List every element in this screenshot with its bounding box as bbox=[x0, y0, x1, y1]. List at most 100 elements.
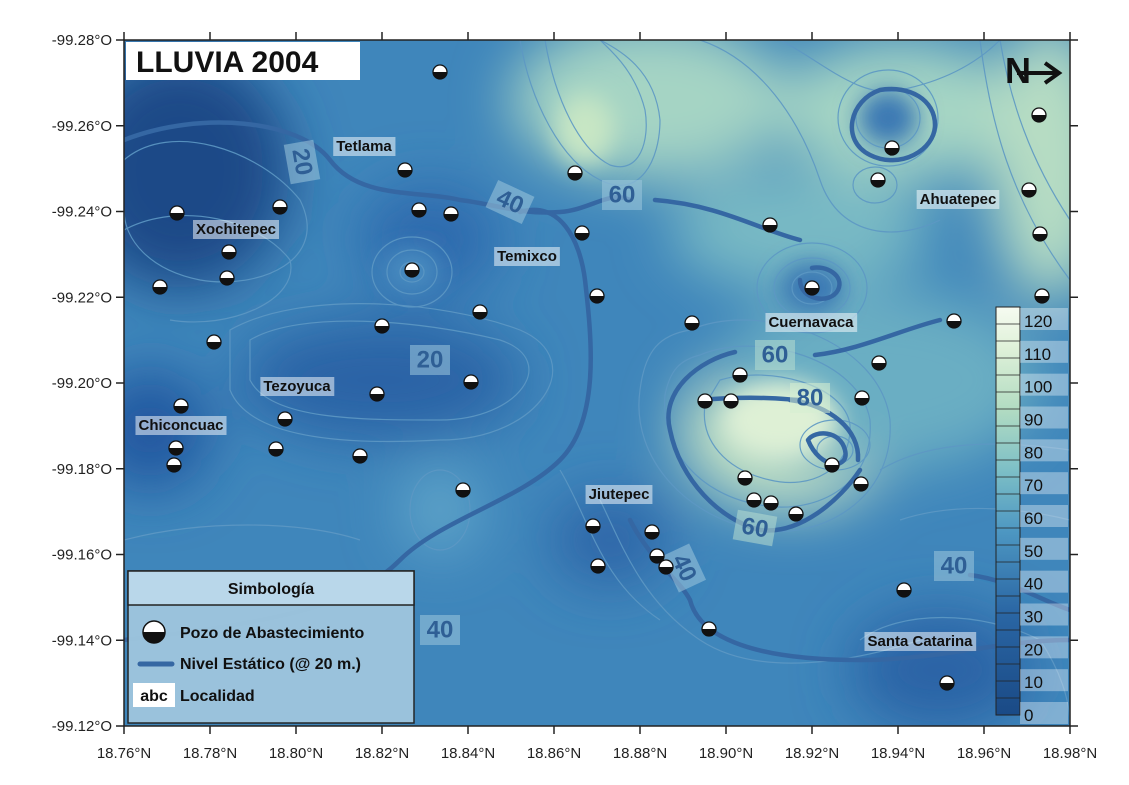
well-marker bbox=[221, 244, 237, 260]
x-tick-label: 18.86°N bbox=[527, 745, 581, 762]
colorbar-label: 0 bbox=[1020, 702, 1068, 725]
locality-label: Xochitepec bbox=[192, 220, 280, 239]
x-tick-label: 18.82°N bbox=[355, 745, 409, 762]
well-marker bbox=[352, 448, 368, 464]
svg-text:120: 120 bbox=[1024, 312, 1052, 331]
well-marker bbox=[589, 288, 605, 304]
svg-text:Jiutepec: Jiutepec bbox=[589, 486, 650, 503]
svg-text:110: 110 bbox=[1024, 345, 1051, 364]
well-marker bbox=[788, 506, 804, 522]
contour-label: 60 bbox=[732, 509, 778, 547]
svg-text:20: 20 bbox=[417, 347, 444, 374]
svg-text:Temixco: Temixco bbox=[497, 248, 557, 265]
colorbar-label: 40 bbox=[1020, 570, 1068, 594]
well-marker bbox=[369, 386, 385, 402]
north-letter: N bbox=[1005, 50, 1031, 91]
contour-label: 80 bbox=[790, 383, 830, 413]
well-marker bbox=[1032, 226, 1048, 242]
svg-text:Localidad: Localidad bbox=[180, 688, 255, 705]
well-marker bbox=[166, 457, 182, 473]
svg-text:Cuernavaca: Cuernavaca bbox=[768, 314, 854, 331]
well-marker bbox=[746, 492, 762, 508]
x-axis: 18.76°N 18.78°N 18.80°N 18.82°N 18.84°N 18.86… bbox=[97, 32, 1097, 762]
locality-label: Temixco bbox=[494, 247, 560, 266]
svg-text:60: 60 bbox=[762, 342, 789, 369]
well-marker bbox=[455, 482, 471, 498]
well-marker bbox=[272, 199, 288, 215]
well-marker bbox=[152, 279, 168, 295]
svg-text:80: 80 bbox=[1024, 443, 1043, 462]
y-tick-label: -99.12°O bbox=[52, 718, 112, 735]
legend: Simbología Pozo de Abastecimiento Nivel … bbox=[127, 570, 415, 724]
well-marker bbox=[173, 398, 189, 414]
legend-title: Simbología bbox=[228, 581, 314, 598]
svg-text:20: 20 bbox=[286, 147, 317, 178]
well-marker bbox=[644, 524, 660, 540]
svg-text:Tetlama: Tetlama bbox=[336, 138, 392, 155]
svg-text:Nivel Estático (@ 20 m.): Nivel Estático (@ 20 m.) bbox=[180, 656, 361, 673]
well-marker bbox=[374, 318, 390, 334]
colorbar-label: 10 bbox=[1020, 669, 1068, 692]
well-marker bbox=[268, 441, 284, 457]
well-marker bbox=[854, 390, 870, 406]
well-marker bbox=[169, 205, 185, 221]
well-marker bbox=[763, 495, 779, 511]
colorbar-label: 30 bbox=[1020, 603, 1068, 627]
well-marker bbox=[804, 280, 820, 296]
svg-text:Ahuatepec: Ahuatepec bbox=[920, 191, 997, 208]
well-marker bbox=[404, 262, 420, 278]
locality-label: Tetlama bbox=[333, 137, 396, 156]
colorbar-label: 20 bbox=[1020, 636, 1068, 659]
svg-text:10: 10 bbox=[1024, 673, 1043, 692]
locality-label: Ahuatepec bbox=[916, 190, 1000, 209]
svg-text:20: 20 bbox=[1024, 640, 1043, 659]
north-arrow-icon: N bbox=[1005, 50, 1063, 91]
well-marker bbox=[1021, 182, 1037, 198]
well-marker bbox=[443, 206, 459, 222]
svg-text:LLUVIA 2004: LLUVIA 2004 bbox=[136, 46, 319, 79]
colorbar-label: 60 bbox=[1020, 505, 1068, 528]
contour-label: 60 bbox=[755, 340, 795, 370]
x-tick-label: 18.78°N bbox=[183, 745, 237, 762]
locality-label: Santa Catarina bbox=[864, 632, 977, 651]
x-tick-label: 18.88°N bbox=[613, 745, 667, 762]
locality-icon bbox=[133, 683, 175, 707]
svg-text:90: 90 bbox=[1024, 411, 1043, 430]
contour-label: 60 bbox=[602, 180, 642, 210]
well-marker bbox=[432, 64, 448, 80]
contour-labels: 20 20 40 60 60 80 60 40 bbox=[283, 139, 974, 645]
x-tick-label: 18.98°N bbox=[1043, 745, 1097, 762]
well-marker bbox=[168, 440, 184, 456]
well-marker bbox=[732, 367, 748, 383]
locality-label: Chiconcuac bbox=[135, 416, 227, 435]
well-marker bbox=[574, 225, 590, 241]
well-marker bbox=[411, 202, 427, 218]
svg-text:50: 50 bbox=[1024, 542, 1043, 561]
well-marker bbox=[206, 334, 222, 350]
x-tick-label: 18.80°N bbox=[269, 745, 323, 762]
x-tick-label: 18.84°N bbox=[441, 745, 495, 762]
contour-label: 40 bbox=[420, 615, 460, 645]
svg-text:30: 30 bbox=[1024, 608, 1043, 627]
well-marker bbox=[853, 476, 869, 492]
colorbar-label: 80 bbox=[1020, 439, 1068, 462]
x-tick-label: 18.76°N bbox=[97, 745, 151, 762]
locality-label: Tezoyuca bbox=[260, 377, 335, 396]
map-title: LLUVIA 2004 bbox=[126, 42, 360, 80]
locality-label: Jiutepec bbox=[585, 485, 653, 504]
svg-text:abc: abc bbox=[140, 688, 168, 705]
well-marker bbox=[397, 162, 413, 178]
contour-label: 20 bbox=[410, 345, 450, 375]
well-marker bbox=[737, 470, 753, 486]
svg-text:60: 60 bbox=[1024, 509, 1043, 528]
svg-text:80: 80 bbox=[797, 385, 824, 412]
svg-text:40: 40 bbox=[427, 617, 454, 644]
y-tick-label: -99.28°O bbox=[52, 32, 112, 49]
svg-text:100: 100 bbox=[1024, 378, 1052, 397]
well-marker bbox=[463, 374, 479, 390]
legend-header bbox=[127, 570, 415, 606]
well-marker bbox=[939, 675, 955, 691]
legend-item-well: Pozo de Abastecimiento bbox=[142, 620, 365, 644]
